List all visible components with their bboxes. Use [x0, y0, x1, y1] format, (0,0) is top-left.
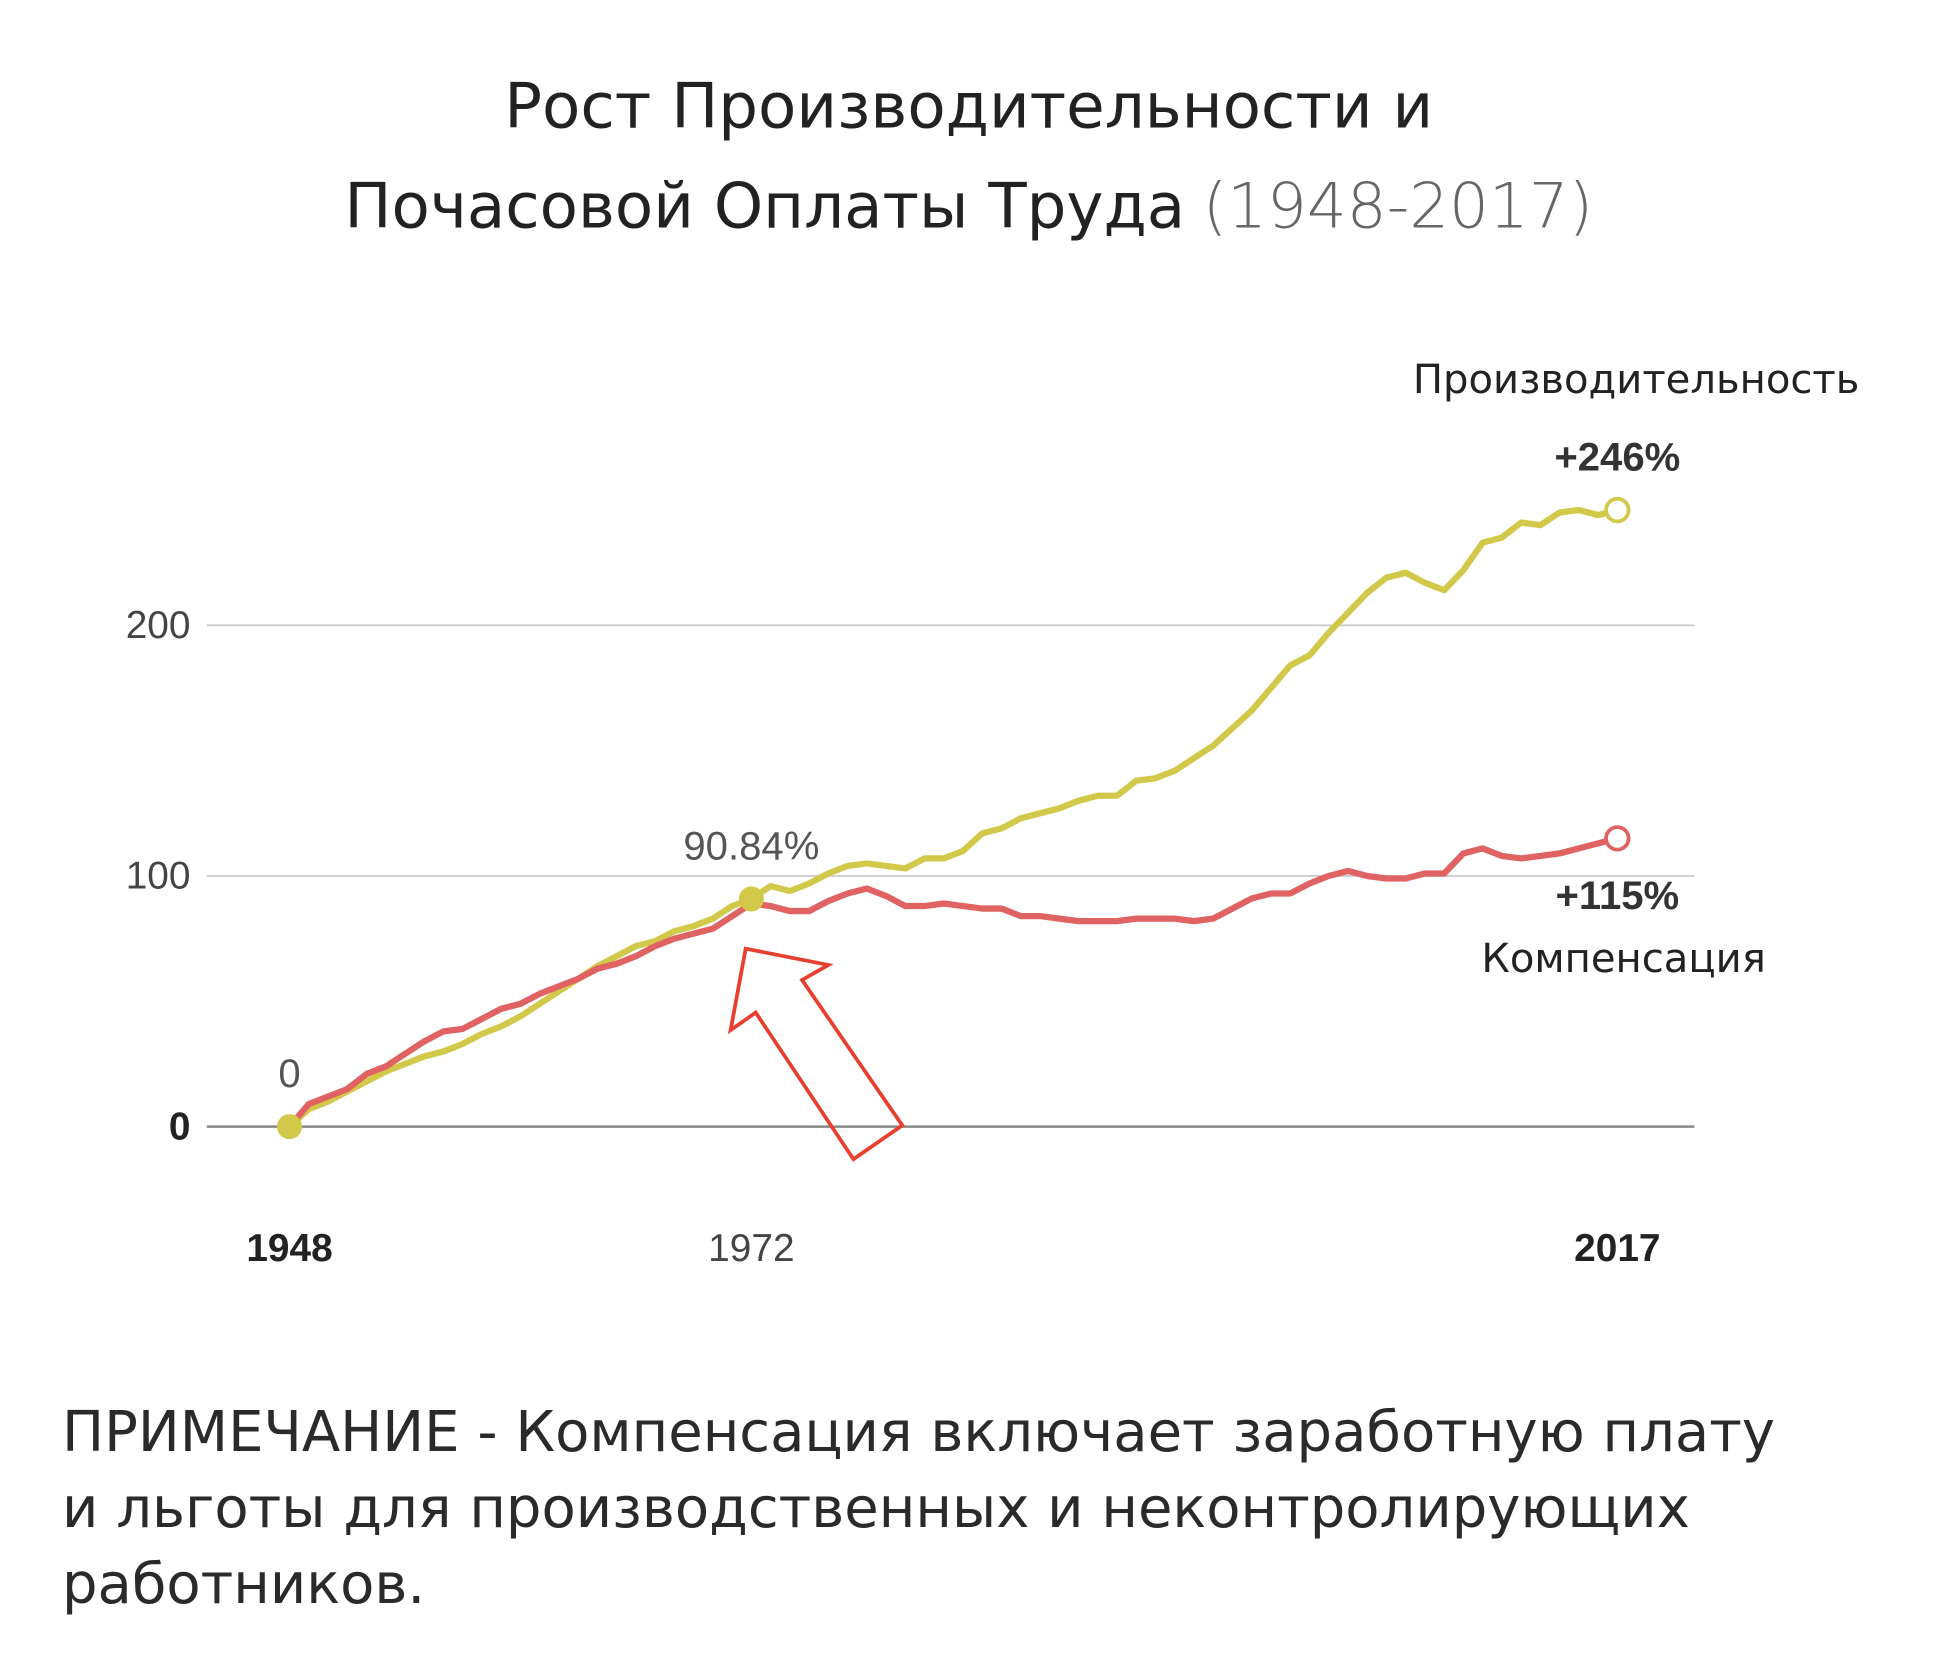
value-label: 0 [278, 1052, 300, 1096]
series-line [287, 506, 1619, 1129]
chart-title: Почасовой Оплаты Труда [344, 170, 1185, 243]
note: ПРИМЕЧАНИЕ - Компенсация включает зарабо… [62, 1400, 1776, 1617]
chart-title: Рост Производительности и [504, 69, 1433, 142]
series-label: Компенсация [1481, 936, 1765, 982]
value-label: 90.84% [683, 824, 819, 868]
point-marker [1604, 825, 1631, 852]
arrow [727, 946, 905, 1162]
x-tick-label: 2017 [1574, 1227, 1660, 1270]
point-marker [277, 1114, 303, 1140]
series-label: Производительность [1413, 357, 1860, 403]
x-tick-label: 1972 [708, 1227, 794, 1270]
x-tick-label: 1948 [246, 1227, 332, 1270]
series-line [287, 835, 1619, 1129]
chart-subtitle: (1948-2017) [1203, 170, 1593, 243]
point-marker [738, 886, 764, 912]
y-tick-label: 0 [169, 1105, 191, 1148]
y-tick-label: 100 [126, 855, 191, 898]
y-tick-label: 200 [126, 604, 191, 647]
value-label: +246% [1554, 436, 1680, 480]
value-label: +115% [1555, 874, 1679, 918]
point-marker [1604, 496, 1631, 524]
chart-title-line: Почасовой Оплаты Труда (1948-2017) [344, 170, 1593, 243]
